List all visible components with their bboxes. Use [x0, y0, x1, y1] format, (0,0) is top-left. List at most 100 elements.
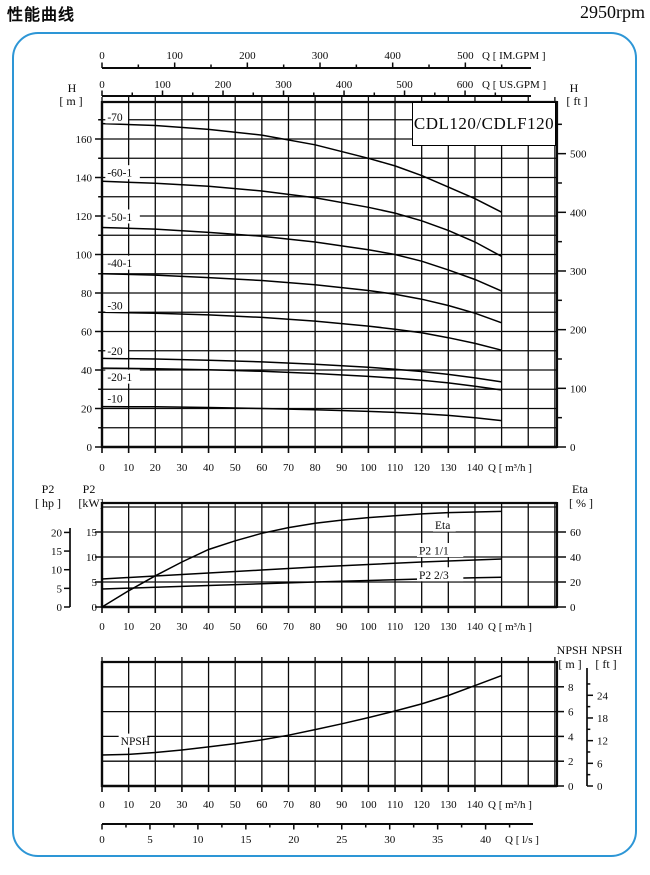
x-axis-tick-label: 30	[176, 621, 188, 633]
axis-head-label: NPSH	[557, 643, 588, 657]
x-axis-tick-label: 140	[467, 462, 484, 474]
x-axis-tick-label: 120	[413, 621, 430, 633]
curve-label-bg	[105, 298, 129, 313]
aux-axis-tick-label: 300	[275, 79, 292, 91]
axis-tick-label: 10	[51, 565, 63, 577]
x-axis-tick-label: 30	[176, 462, 188, 474]
axis-tick-label: 0	[597, 781, 603, 793]
axis-tick-label: 8	[568, 682, 574, 694]
x-axis-unit-label: Q [ m³/h ]	[488, 462, 532, 474]
curve-label: P2 2/3	[419, 570, 449, 582]
x-axis-tick-label: 120	[413, 799, 430, 811]
x-axis-tick-label: 50	[230, 799, 242, 811]
axis-tick-label: 120	[76, 211, 93, 223]
aux-axis-unit-label: Q [ US.GPM ]	[482, 79, 546, 91]
aux-axis-tick-label: 0	[99, 79, 105, 91]
aux-axis-tick-label: 0	[99, 50, 105, 62]
aux-axis-tick-label: 25	[336, 834, 348, 846]
aux-axis-tick-label: 400	[384, 50, 401, 62]
axis-tick-label: 400	[570, 207, 587, 219]
pump-model-label: CDL120/CDLF120	[412, 102, 556, 146]
aux-axis-tick-label: 0	[99, 834, 105, 846]
axis-tick-label: 0	[568, 781, 574, 793]
curve-label: -70	[107, 112, 123, 124]
x-axis-tick-label: 20	[150, 621, 162, 633]
axis-tick-label: 20	[81, 404, 93, 416]
chart-panel-border	[12, 32, 637, 857]
aux-axis-tick-label: 30	[384, 834, 396, 846]
x-axis-tick-label: 100	[360, 799, 377, 811]
curve-label: Eta	[435, 520, 450, 532]
aux-axis-tick-label: 10	[192, 834, 204, 846]
curve--70	[101, 122, 502, 213]
x-axis-tick-label: 90	[336, 621, 348, 633]
axis-head-label: [kW]	[78, 496, 103, 510]
axis-head-label: [ hp ]	[35, 496, 61, 510]
curve-label: -60-1	[107, 168, 132, 180]
axis-tick-label: 4	[568, 731, 574, 743]
x-axis-tick-label: 20	[150, 462, 162, 474]
curve-label: NPSH	[121, 736, 150, 748]
axis-head-label: [ % ]	[569, 496, 593, 510]
x-axis-tick-label: 140	[467, 799, 484, 811]
axis-tick-label: 40	[81, 365, 93, 377]
curve-label-bg	[105, 209, 140, 224]
x-axis-tick-label: 80	[310, 799, 322, 811]
axis-head-label: [ m ]	[558, 657, 581, 671]
x-axis-tick-label: 100	[360, 621, 377, 633]
axis-tick-label: 0	[570, 602, 576, 614]
x-axis-tick-label: 30	[176, 799, 188, 811]
axis-head-label: [ ft ]	[595, 657, 616, 671]
axis-head-label: Eta	[572, 482, 589, 496]
curve--50-1	[101, 226, 502, 292]
x-axis-tick-label: 70	[283, 462, 295, 474]
axis-tick-label: 500	[570, 149, 587, 161]
curve-label-bg	[433, 517, 456, 532]
axis-tick-label: 6	[597, 758, 603, 770]
x-axis-tick-label: 80	[310, 462, 322, 474]
x-axis-tick-label: 70	[283, 799, 295, 811]
curve-label-bg	[105, 369, 140, 384]
axis-tick-label: 100	[76, 250, 93, 262]
page-title: 性能曲线	[7, 5, 76, 24]
aux-axis-tick-label: 600	[457, 79, 474, 91]
x-axis-tick-label: 50	[230, 621, 242, 633]
x-axis-tick-label: 130	[440, 621, 457, 633]
curve-label: -30	[107, 301, 123, 313]
x-axis-tick-label: 40	[203, 799, 215, 811]
axis-tick-label: 20	[570, 577, 582, 589]
curve-Eta	[101, 510, 502, 608]
axis-tick-label: 0	[570, 442, 576, 454]
x-axis-tick-label: 0	[99, 621, 105, 633]
x-axis-tick-label: 40	[203, 621, 215, 633]
axis-tick-label: 15	[51, 546, 63, 558]
x-axis-tick-label: 60	[256, 462, 268, 474]
aux-axis-tick-label: 500	[396, 79, 413, 91]
aux-axis-tick-label: 300	[312, 50, 329, 62]
axis-head-label: H	[68, 81, 77, 95]
aux-axis-tick-label: 100	[166, 50, 183, 62]
axis-tick-label: 0	[87, 442, 93, 454]
axis-head-label: H	[570, 81, 579, 95]
x-axis-tick-label: 110	[387, 799, 404, 811]
x-axis-tick-label: 40	[203, 462, 215, 474]
curve-label-bg	[105, 343, 129, 358]
x-axis-tick-label: 10	[123, 799, 135, 811]
x-axis-tick-label: 50	[230, 462, 242, 474]
curve-label-bg	[105, 165, 140, 180]
x-axis-tick-label: 60	[256, 621, 268, 633]
axis-tick-label: 300	[570, 266, 587, 278]
curve--30	[101, 311, 502, 351]
curve-label: -40-1	[107, 258, 132, 270]
x-axis-tick-label: 0	[99, 799, 105, 811]
axis-head-label: [ m ]	[59, 94, 82, 108]
aux-axis-tick-label: 400	[336, 79, 353, 91]
curve-label-bg	[105, 390, 129, 405]
axis-tick-label: 60	[570, 527, 582, 539]
axis-tick-label: 6	[568, 707, 574, 719]
curve--40-1	[101, 273, 502, 324]
axis-tick-label: 60	[81, 327, 93, 339]
axis-tick-label: 0	[92, 602, 98, 614]
curve--20	[101, 357, 502, 383]
